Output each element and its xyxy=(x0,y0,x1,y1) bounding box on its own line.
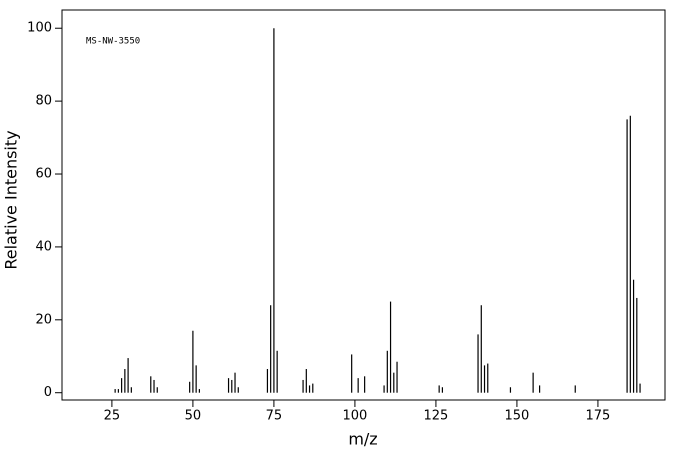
x-tick-label: 25 xyxy=(104,409,121,424)
y-tick-label: 40 xyxy=(35,239,52,254)
x-tick-label: 75 xyxy=(266,409,283,424)
x-tick-label: 150 xyxy=(505,409,530,424)
y-axis-label: Relative Intensity xyxy=(2,130,21,269)
y-tick-label: 60 xyxy=(35,167,52,182)
y-tick-label: 80 xyxy=(35,94,52,109)
x-tick-label: 50 xyxy=(185,409,202,424)
y-tick-label: 100 xyxy=(27,21,52,36)
y-tick-label: 0 xyxy=(44,385,52,400)
y-tick-label: 20 xyxy=(35,312,52,327)
x-tick-label: 175 xyxy=(586,409,611,424)
x-axis-label: m/z xyxy=(348,430,377,449)
plot-frame xyxy=(61,9,666,401)
annotation: MS-NW-3550 xyxy=(86,37,140,47)
x-tick-label: 100 xyxy=(342,409,367,424)
x-tick-label: 125 xyxy=(424,409,449,424)
